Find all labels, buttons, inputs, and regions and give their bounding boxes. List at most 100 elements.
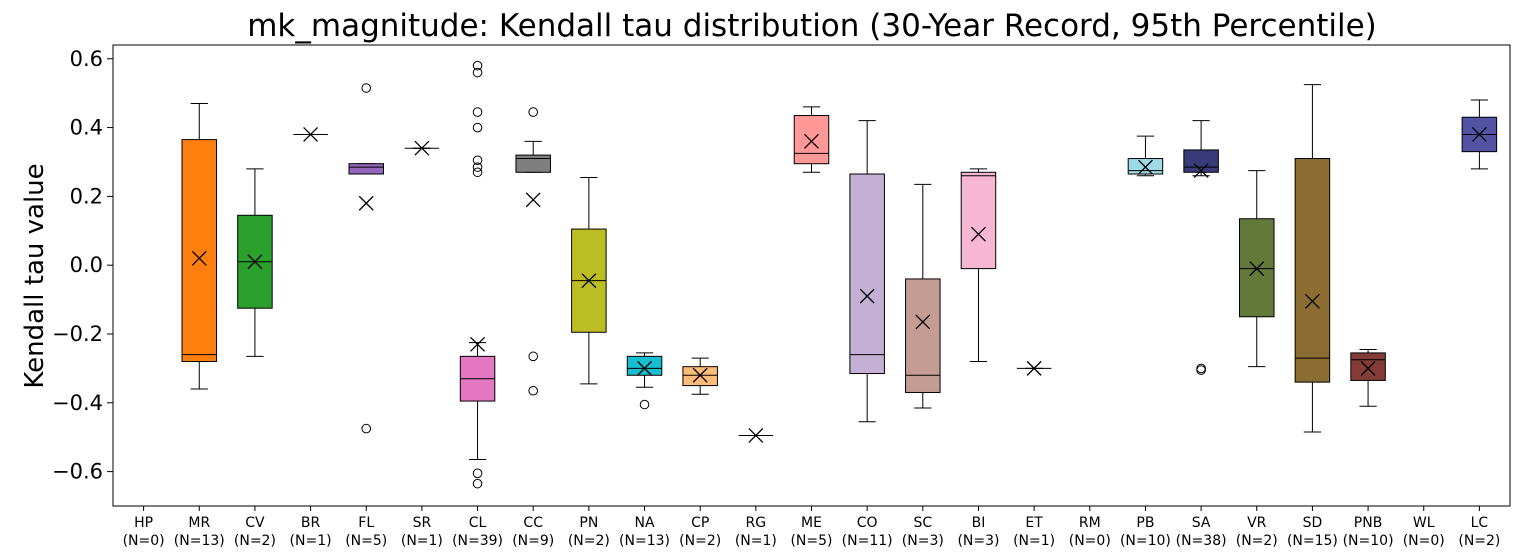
x-tick-label-count: (N=3) <box>902 533 944 549</box>
box-pb <box>1127 135 1164 177</box>
mean-marker <box>1360 360 1376 376</box>
x-tick-label-code: SD <box>1303 515 1323 531</box>
mean-marker <box>1249 261 1265 277</box>
x-tick-label-code: CL <box>469 515 487 531</box>
x-tick-label-count: (N=0) <box>1403 533 1445 549</box>
x-tick-label-code: CV <box>245 515 265 531</box>
box-fl <box>348 83 384 434</box>
x-tick-label-code: VR <box>1247 515 1267 531</box>
x-tick-label-count: (N=1) <box>1013 533 1055 549</box>
iqr-box <box>905 278 941 393</box>
mean-marker-stroke <box>804 133 819 149</box>
mean-marker <box>859 288 875 304</box>
mean-marker-stroke <box>748 428 764 443</box>
x-tick-label-count: (N=2) <box>1458 533 1500 549</box>
mean-marker <box>470 336 486 352</box>
box-cc <box>515 107 551 396</box>
x-tick-label-code: MR <box>188 515 210 531</box>
mean-marker-stroke <box>692 367 708 383</box>
x-tick-label-count: (N=0) <box>123 533 165 549</box>
mean-marker <box>637 360 652 376</box>
mean-marker <box>915 314 931 330</box>
iqr-box <box>793 115 830 165</box>
outlier-point <box>528 385 539 396</box>
mean-marker <box>1304 293 1320 309</box>
x-tick-label-code: CC <box>523 515 543 531</box>
x-tick-label-count: (N=5) <box>345 533 387 549</box>
mean-marker-stroke <box>859 288 875 304</box>
x-tick-label-code: SR <box>413 515 432 531</box>
x-tick-label-count: (N=11) <box>842 533 893 549</box>
x-tick-label-count: (N=0) <box>1069 533 1111 549</box>
x-axis: HP (N=0) MR (N=13) CV (N=2) BR (N=1) FL (N=5) SR (N… <box>123 506 1500 549</box>
plot-area <box>181 60 1498 489</box>
outlier-point <box>472 60 483 71</box>
iqr-box <box>960 171 997 270</box>
x-tick-label-count: (N=10) <box>1343 533 1394 549</box>
mean-marker-stroke <box>414 140 430 156</box>
box-vr <box>1239 170 1275 368</box>
box-sd <box>1294 84 1331 433</box>
x-tick-label-count: (N=2) <box>679 533 721 549</box>
mean-marker <box>1193 163 1209 179</box>
y-axis: −0.6 −0.4 −0.2 0.0 0.2 0.4 0.6 <box>52 47 113 484</box>
x-tick-label-count: (N=5) <box>790 533 832 549</box>
x-tick-label-count: (N=1) <box>401 533 443 549</box>
box-br <box>293 126 328 142</box>
outlier-point <box>472 107 483 117</box>
x-tick-label-code: RM <box>1079 515 1101 531</box>
x-tick-label-code: HP <box>134 515 153 531</box>
mean-marker-stroke <box>637 360 652 376</box>
mean-marker <box>414 140 430 156</box>
x-tick-label-count: (N=2) <box>568 533 610 549</box>
iqr-box <box>348 163 384 175</box>
y-tick-label: −0.4 <box>52 391 103 415</box>
box-na <box>626 352 663 410</box>
x-tick-label-code: FL <box>358 515 374 531</box>
x-tick-label-code: WL <box>1413 515 1435 531</box>
mean-marker-stroke <box>191 250 207 266</box>
x-tick-label-count: (N=2) <box>1236 533 1278 549</box>
x-tick-label-code: PNB <box>1354 515 1383 531</box>
axes-frame <box>112 44 1511 507</box>
outlier-point <box>472 162 483 172</box>
box-rg <box>738 428 774 443</box>
x-tick-label-count: (N=1) <box>735 533 777 549</box>
box-pnb <box>1350 348 1386 407</box>
mean-marker <box>1137 159 1153 175</box>
x-tick-label-code: CO <box>857 515 878 531</box>
mean-marker <box>358 195 374 211</box>
mean-marker-stroke <box>1249 261 1265 277</box>
box-et <box>1016 360 1052 376</box>
x-tick-label-code: RG <box>746 515 767 531</box>
mean-marker <box>692 367 708 383</box>
x-tick-label-count: (N=9) <box>512 533 554 549</box>
x-tick-label-code: LC <box>1471 515 1489 531</box>
x-tick-label-count: (N=15) <box>1287 533 1338 549</box>
x-tick-label-count: (N=13) <box>619 533 670 549</box>
mean-marker-stroke <box>1360 360 1376 376</box>
mean-marker-stroke <box>1471 126 1487 142</box>
box-me <box>793 106 830 173</box>
x-tick-label-code: PB <box>1136 515 1154 531</box>
iqr-box <box>515 154 551 173</box>
mean-marker-stroke <box>971 226 986 242</box>
x-tick-label-code: BR <box>301 515 321 531</box>
mean-marker <box>191 250 207 266</box>
iqr-box <box>181 139 218 363</box>
x-tick-label-count: (N=39) <box>452 533 503 549</box>
mean-marker-stroke <box>303 126 319 142</box>
chart-title: mk_magnitude: Kendall tau distribution (… <box>247 8 1377 44</box>
mean-marker-stroke <box>1304 293 1320 309</box>
outlier-point <box>361 83 372 93</box>
iqr-box <box>1183 149 1219 173</box>
mean-marker <box>804 133 819 149</box>
mean-marker-stroke <box>358 195 374 211</box>
y-tick-label: 0.4 <box>70 116 103 140</box>
mean-marker-stroke <box>525 192 541 208</box>
x-tick-label-code: ET <box>1025 515 1043 531</box>
mean-marker-stroke <box>581 273 597 289</box>
x-tick-label-code: CP <box>691 515 709 531</box>
mean-marker-stroke <box>470 336 486 352</box>
box-sa <box>1183 120 1219 375</box>
